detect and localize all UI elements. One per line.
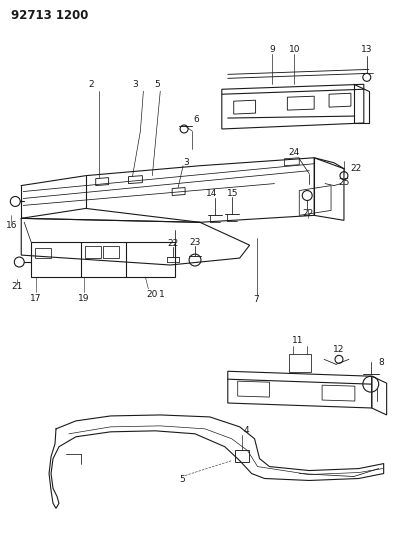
Text: 13: 13 xyxy=(361,45,373,54)
Text: 3: 3 xyxy=(132,80,138,89)
Text: 5: 5 xyxy=(179,475,185,484)
Text: 25: 25 xyxy=(338,178,350,187)
Text: 12: 12 xyxy=(333,345,345,354)
Text: 22: 22 xyxy=(350,164,362,173)
Text: 7: 7 xyxy=(254,295,259,304)
Text: 6: 6 xyxy=(193,115,199,124)
Text: 2: 2 xyxy=(88,80,94,89)
Text: 3: 3 xyxy=(183,158,189,167)
Text: 5: 5 xyxy=(154,80,160,89)
Text: 11: 11 xyxy=(292,336,303,345)
Text: 15: 15 xyxy=(227,189,239,198)
Text: 23: 23 xyxy=(189,238,201,247)
Text: 9: 9 xyxy=(270,45,275,54)
Text: 20: 20 xyxy=(147,290,158,300)
Text: 22: 22 xyxy=(167,239,179,248)
Bar xyxy=(31,242,175,277)
Text: 4: 4 xyxy=(244,426,250,435)
Text: 16: 16 xyxy=(6,221,17,230)
Text: 21: 21 xyxy=(11,282,23,292)
Text: 14: 14 xyxy=(206,189,218,198)
Text: 22: 22 xyxy=(303,209,314,218)
Text: 19: 19 xyxy=(78,294,90,303)
Text: 92713 1200: 92713 1200 xyxy=(11,9,89,22)
Text: 24: 24 xyxy=(289,148,300,157)
Text: 10: 10 xyxy=(288,45,300,54)
Text: 1: 1 xyxy=(160,290,165,300)
Text: 17: 17 xyxy=(30,294,42,303)
Text: 8: 8 xyxy=(379,358,384,367)
